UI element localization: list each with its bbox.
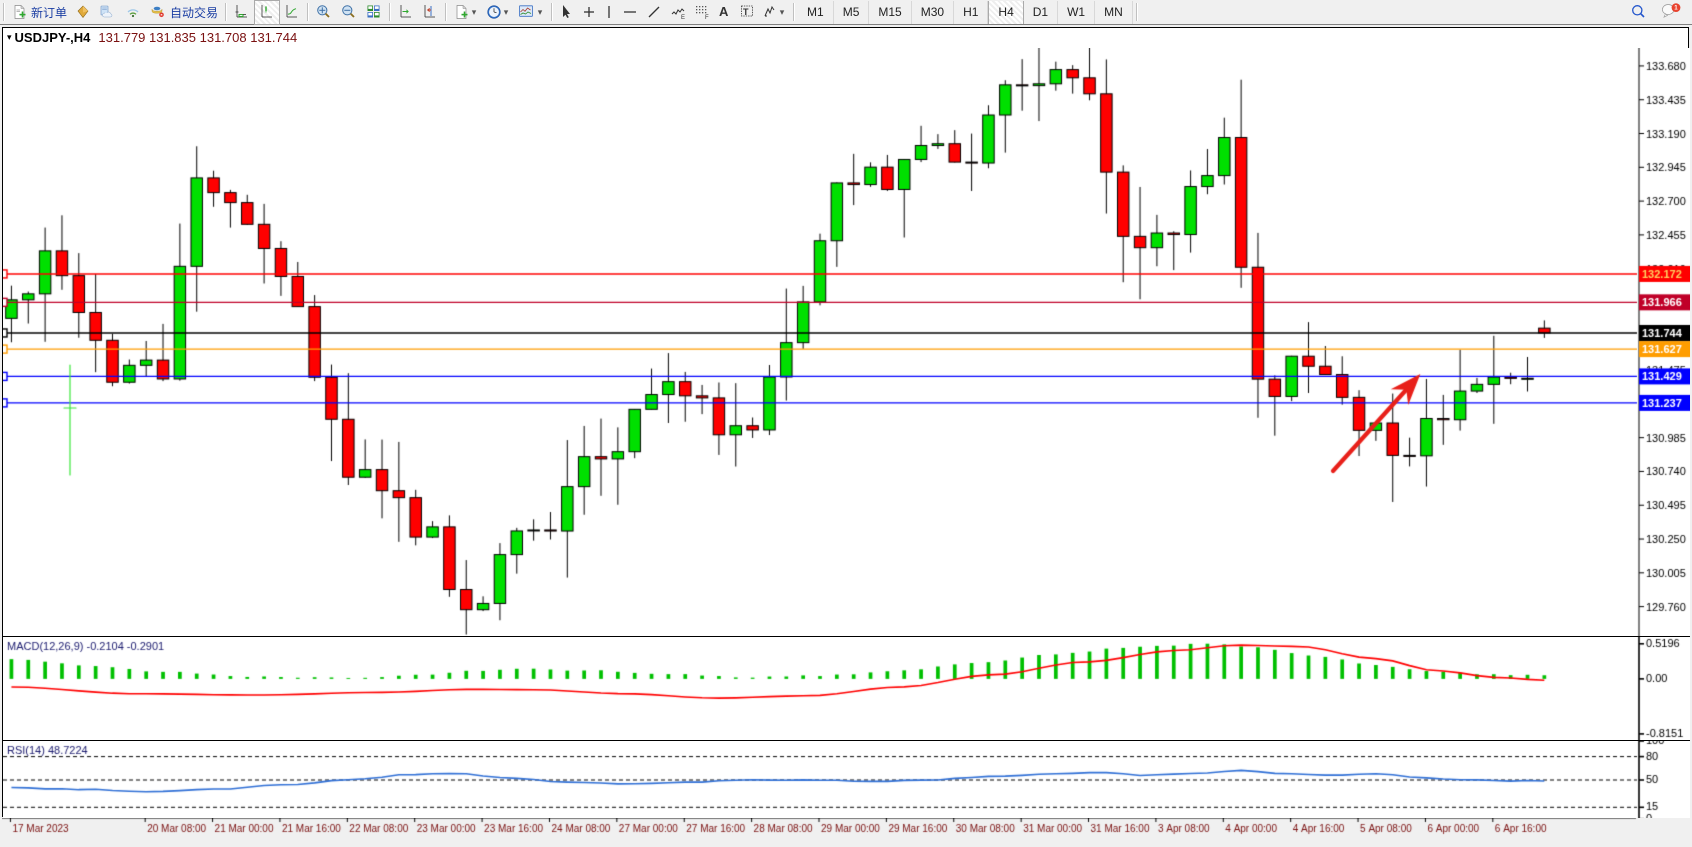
svg-text:T: T	[743, 7, 749, 17]
svg-text:F: F	[705, 15, 709, 20]
svg-text:A: A	[719, 4, 729, 19]
svg-text:E: E	[681, 15, 685, 20]
svg-text:1: 1	[1674, 5, 1678, 12]
